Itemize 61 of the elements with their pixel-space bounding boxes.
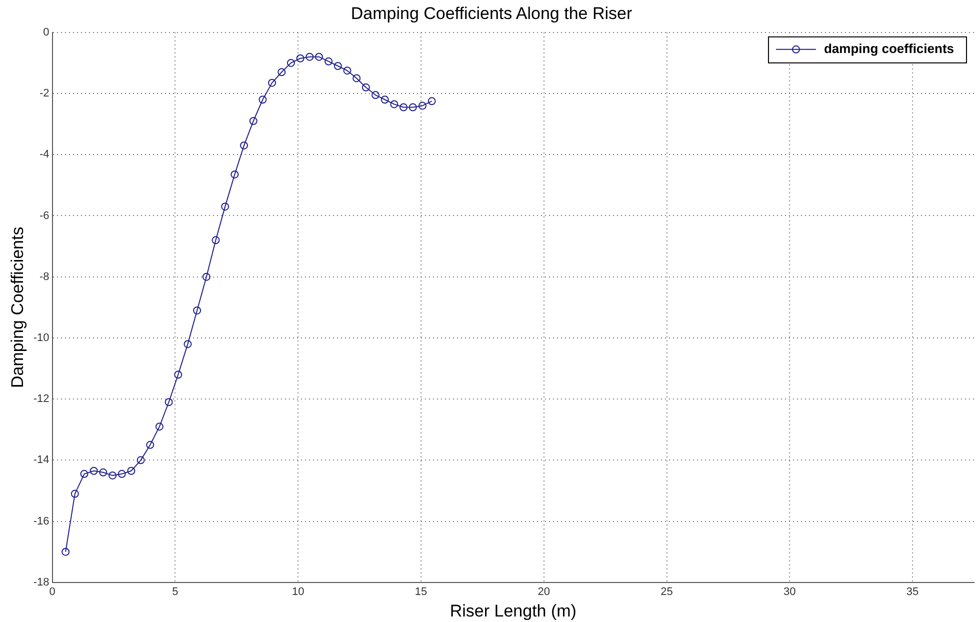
- point: [324, 57, 333, 66]
- x-tick-label: 30: [784, 586, 796, 598]
- chart-title: Damping Coefficients Along the Riser: [350, 4, 632, 23]
- point: [193, 306, 202, 314]
- point: [174, 370, 182, 379]
- point: [249, 117, 258, 126]
- x-tick-label: 20: [538, 586, 550, 598]
- y-tick-label: -16: [33, 515, 50, 528]
- point: [362, 83, 370, 92]
- y-tick-label: -12: [33, 393, 50, 406]
- y-tick-label: -8: [40, 270, 50, 283]
- point: [164, 398, 173, 406]
- point: [380, 96, 389, 104]
- y-tick-label: -4: [40, 148, 50, 161]
- point: [334, 62, 342, 70]
- point: [212, 236, 220, 244]
- point: [108, 471, 117, 480]
- y-tick-label: 0: [43, 26, 50, 38]
- point: [352, 74, 361, 82]
- y-tick-label: -14: [33, 454, 50, 466]
- x-axis-title: Riser Length (m): [450, 601, 576, 620]
- y-tick-label: -18: [33, 576, 50, 588]
- point: [155, 422, 164, 431]
- point: [418, 102, 426, 110]
- point: [90, 466, 98, 475]
- point: [258, 96, 267, 104]
- x-tick-label: 35: [906, 586, 919, 598]
- point: [286, 58, 295, 67]
- x-tick-label: 25: [660, 586, 673, 598]
- point: [136, 456, 145, 464]
- point: [80, 470, 88, 478]
- point: [390, 100, 398, 108]
- y-axis-title: Damping Coefficients: [8, 226, 27, 388]
- point: [146, 440, 154, 449]
- point: [400, 103, 408, 112]
- point: [240, 141, 248, 150]
- point: [314, 52, 323, 61]
- y-tick-label: -10: [33, 332, 50, 344]
- point: [230, 170, 239, 178]
- point: [62, 548, 70, 556]
- point: [428, 97, 436, 106]
- point: [127, 466, 136, 475]
- point: [306, 52, 314, 61]
- point: [372, 91, 380, 100]
- point: [202, 272, 210, 281]
- y-tick-label: -6: [40, 210, 50, 222]
- point: [99, 468, 108, 476]
- legend-label: damping coefficients: [824, 40, 954, 56]
- point: [278, 68, 286, 76]
- y-tick-label: -2: [40, 88, 50, 100]
- point: [118, 470, 126, 478]
- point: [184, 340, 192, 348]
- point: [296, 54, 304, 62]
- point: [221, 202, 230, 211]
- point: [268, 78, 276, 87]
- point: [408, 103, 417, 112]
- x-tick-label: 15: [414, 586, 428, 598]
- point: [70, 490, 79, 498]
- x-tick-label: 5: [172, 586, 178, 598]
- point: [343, 66, 352, 75]
- x-tick-label: 10: [292, 586, 304, 598]
